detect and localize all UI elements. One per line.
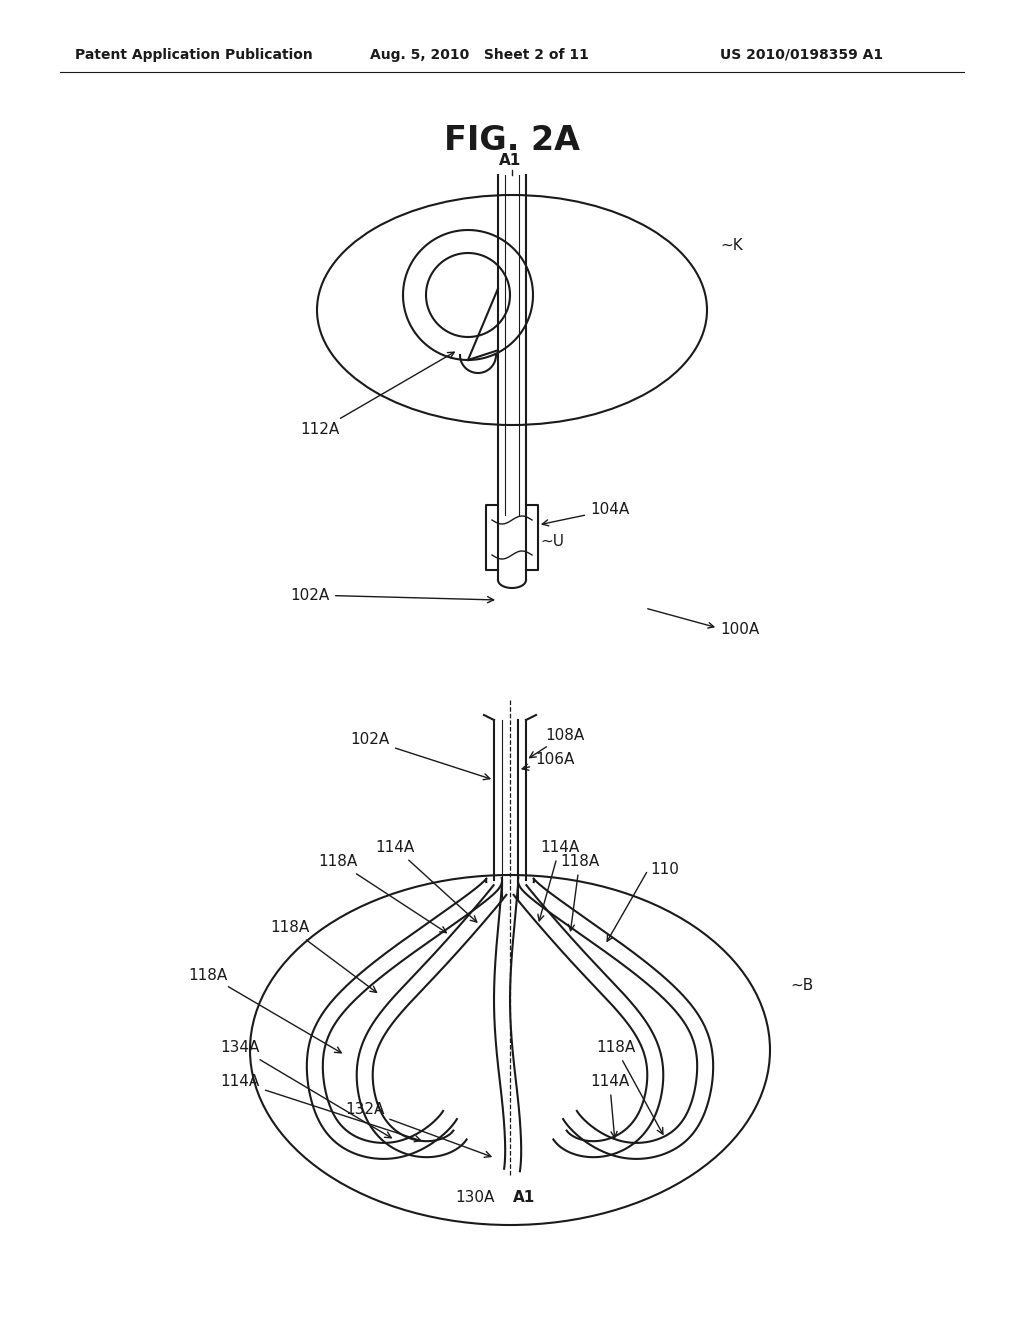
Text: 132A: 132A (345, 1102, 490, 1158)
Text: 104A: 104A (543, 503, 630, 525)
Text: 102A: 102A (291, 587, 494, 603)
Text: Aug. 5, 2010   Sheet 2 of 11: Aug. 5, 2010 Sheet 2 of 11 (370, 48, 589, 62)
Text: 118A: 118A (560, 854, 599, 931)
Text: 108A: 108A (529, 727, 585, 758)
Text: ~K: ~K (720, 238, 742, 252)
Text: ~U: ~U (540, 535, 564, 549)
Text: 118A: 118A (270, 920, 377, 993)
Text: A1: A1 (513, 1191, 536, 1205)
Text: 118A: 118A (188, 968, 341, 1053)
Text: 118A: 118A (318, 854, 446, 933)
Text: 114A: 114A (221, 1074, 421, 1142)
Text: 114A: 114A (538, 841, 580, 921)
Text: 130A: 130A (455, 1191, 495, 1205)
Text: FIG. 2A: FIG. 2A (444, 124, 580, 157)
Text: A1: A1 (499, 153, 521, 168)
Text: 118A: 118A (596, 1040, 663, 1134)
Text: 112A: 112A (301, 352, 455, 437)
Text: 134A: 134A (220, 1040, 391, 1138)
Text: Patent Application Publication: Patent Application Publication (75, 48, 312, 62)
Text: ~B: ~B (790, 978, 813, 993)
Text: US 2010/0198359 A1: US 2010/0198359 A1 (720, 48, 883, 62)
Text: 100A: 100A (720, 623, 759, 638)
Text: 106A: 106A (522, 752, 574, 770)
Text: 102A: 102A (351, 733, 489, 780)
Text: 110: 110 (650, 862, 679, 878)
Text: 114A: 114A (376, 841, 477, 923)
Text: 114A: 114A (590, 1074, 630, 1138)
